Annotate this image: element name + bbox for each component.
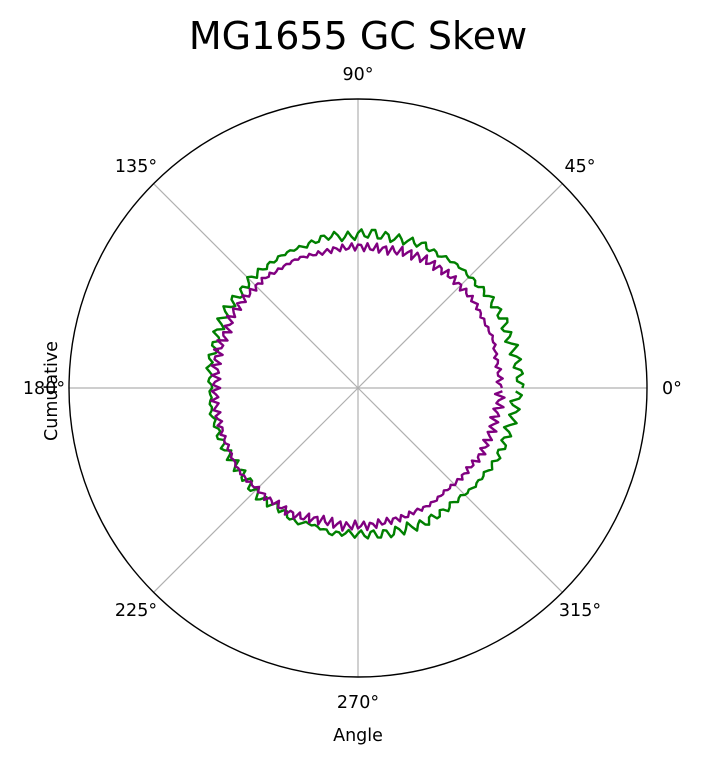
series-layer [205, 228, 525, 540]
angle-tick-label: 135° [115, 157, 157, 177]
angle-tick-label: 225° [115, 601, 157, 621]
series-line-2 [210, 241, 506, 532]
grid-spoke [357, 387, 563, 593]
angle-tick-label: 315° [559, 601, 601, 621]
y-axis-label: Cumulative [42, 341, 62, 441]
angle-tick-label: 270° [337, 693, 379, 713]
x-axis-label: Angle [333, 726, 383, 746]
angle-tick-label: 0° [662, 379, 682, 399]
angle-tick-label: 180° [23, 379, 65, 399]
angle-tick-label: 90° [342, 65, 373, 85]
angle-tick-labels: 0° 45° 90° 135° 180° 225° 270° 315° [23, 65, 682, 713]
polar-grid [69, 99, 647, 677]
polar-frame [68, 98, 648, 678]
angle-tick-label: 45° [564, 157, 595, 177]
series-line-1 [205, 228, 525, 540]
chart-title: MG1655 GC Skew [189, 14, 527, 58]
